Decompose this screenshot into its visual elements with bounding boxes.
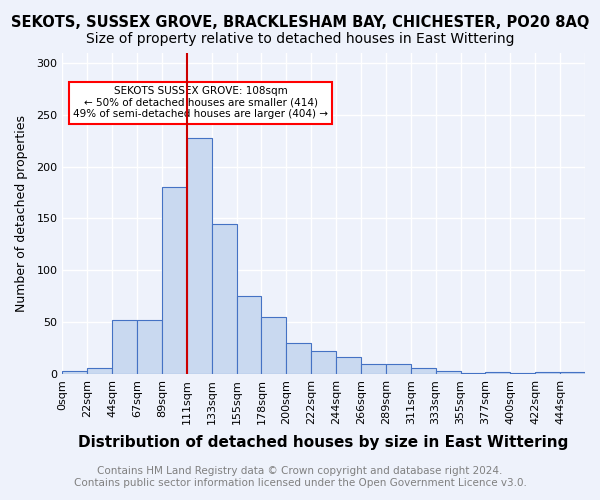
Bar [461, 373, 485, 374]
Bar [137, 320, 162, 374]
Bar [411, 368, 436, 374]
Bar [361, 364, 386, 374]
Bar [112, 320, 137, 374]
Bar [535, 372, 560, 374]
Bar [436, 371, 461, 374]
Bar [311, 351, 336, 374]
Y-axis label: Number of detached properties: Number of detached properties [15, 114, 28, 312]
Bar [485, 372, 511, 374]
Bar [262, 317, 286, 374]
Text: SEKOTS SUSSEX GROVE: 108sqm
← 50% of detached houses are smaller (414)
49% of se: SEKOTS SUSSEX GROVE: 108sqm ← 50% of det… [73, 86, 328, 120]
Bar [87, 368, 112, 374]
Bar [386, 364, 411, 374]
Bar [162, 188, 187, 374]
Bar [511, 373, 535, 374]
Bar [336, 358, 361, 374]
Bar [212, 224, 236, 374]
Bar [560, 372, 585, 374]
Bar [286, 343, 311, 374]
Text: Size of property relative to detached houses in East Wittering: Size of property relative to detached ho… [86, 32, 514, 46]
Bar [236, 296, 262, 374]
Text: SEKOTS, SUSSEX GROVE, BRACKLESHAM BAY, CHICHESTER, PO20 8AQ: SEKOTS, SUSSEX GROVE, BRACKLESHAM BAY, C… [11, 15, 589, 30]
X-axis label: Distribution of detached houses by size in East Wittering: Distribution of detached houses by size … [79, 435, 569, 450]
Bar [187, 138, 212, 374]
Text: Contains HM Land Registry data © Crown copyright and database right 2024.
Contai: Contains HM Land Registry data © Crown c… [74, 466, 526, 487]
Bar [62, 371, 87, 374]
